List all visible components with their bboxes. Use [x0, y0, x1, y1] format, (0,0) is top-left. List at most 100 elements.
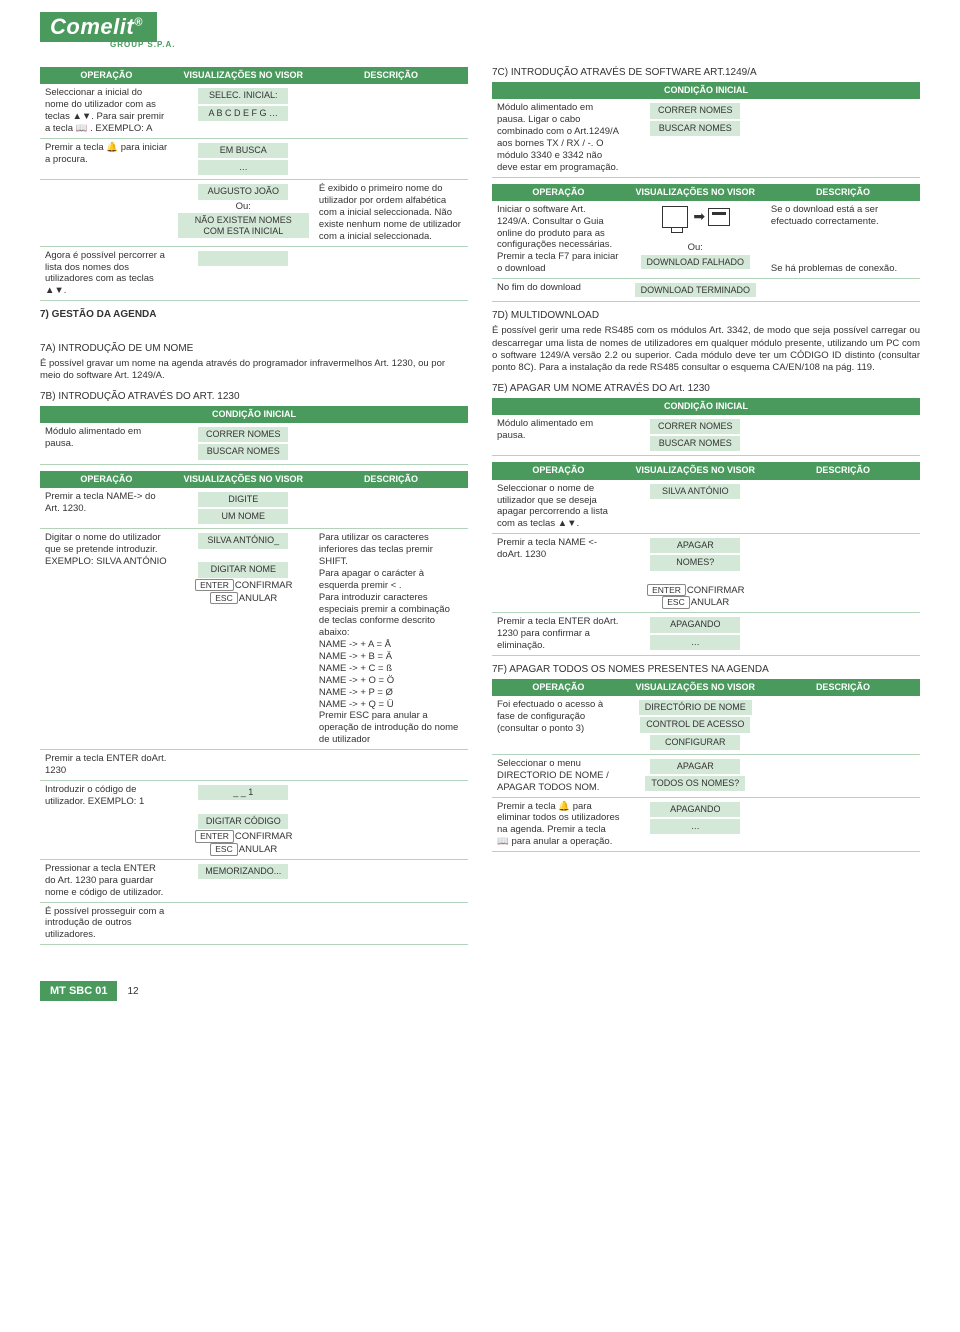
- table-row: Módulo alimentado em pausa. CORRER NOMES…: [492, 415, 920, 456]
- key-enter: ENTER: [195, 579, 234, 592]
- table-header: OPERAÇÃO VISUALIZAÇÕES NO VISOR DESCRIÇÃ…: [40, 471, 468, 488]
- table-row: Premir a tecla NAME-> do Art. 1230. DIGI…: [40, 488, 468, 529]
- left-column: OPERAÇÃO VISUALIZAÇÕES NO VISOR DESCRIÇÃ…: [40, 67, 468, 951]
- display-line: NÃO EXISTEM NOMES COM ESTA INICIAL: [178, 213, 309, 238]
- right-column: 7C) INTRODUÇÃO ATRAVÉS DE SOFTWARE ART.1…: [492, 67, 920, 951]
- table-row: Premir a tecla NAME <- doArt. 1230 APAGA…: [492, 534, 920, 613]
- display-line: APAGAR: [650, 759, 740, 774]
- col-visualizacoes: VISUALIZAÇÕES NO VISOR: [173, 471, 314, 488]
- table-row: Premir a tecla 🔔 para eliminar todos os …: [492, 797, 920, 852]
- display-line: BUSCAR NOMES: [650, 121, 740, 136]
- display-line: APAGAR: [650, 538, 740, 553]
- op-cell: Premir a tecla NAME-> do Art. 1230.: [40, 488, 173, 529]
- op-cell: Premir a tecla 🔔 para iniciar a procura.: [40, 138, 173, 180]
- col-operacao: OPERAÇÃO: [40, 471, 173, 488]
- col-operacao: OPERAÇÃO: [492, 462, 625, 479]
- vis-cell: [173, 246, 314, 301]
- left-table-1: OPERAÇÃO VISUALIZAÇÕES NO VISOR DESCRIÇÃ…: [40, 67, 468, 301]
- desc-cell: [314, 423, 468, 464]
- vis-cell: ➡ Ou: DOWNLOAD FALHADO: [625, 201, 766, 279]
- display-line: UM NOME: [198, 509, 288, 524]
- table-row: Seleccionar a inicial do nome do utiliza…: [40, 84, 468, 138]
- left-condicao-1: CONDIÇÃO INICIAL Módulo alimentado em pa…: [40, 406, 468, 465]
- col-descricao: DESCRIÇÃO: [314, 471, 468, 488]
- display-line: BUSCAR NOMES: [650, 436, 740, 451]
- vis-cell: CORRER NOMES BUSCAR NOMES: [173, 423, 314, 464]
- table-header: OPERAÇÃO VISUALIZAÇÕES NO VISOR DESCRIÇÃ…: [492, 184, 920, 201]
- display-line: [198, 251, 288, 266]
- desc-cell: [314, 138, 468, 180]
- vis-cell: DIGITE UM NOME: [173, 488, 314, 529]
- vis-cell: EM BUSCA …: [173, 138, 314, 180]
- section-7c-title: 7C) INTRODUÇÃO ATRAVÉS DE SOFTWARE ART.1…: [492, 67, 920, 78]
- logo: Comelit®: [40, 12, 157, 42]
- col-operacao: OPERAÇÃO: [492, 679, 625, 696]
- display-line: CONTROL DE ACESSO: [640, 717, 750, 732]
- op-cell: Seleccionar a inicial do nome do utiliza…: [40, 84, 173, 138]
- table-row: Premir a tecla 🔔 para iniciar a procura.…: [40, 138, 468, 180]
- col-descricao: DESCRIÇÃO: [766, 462, 920, 479]
- display-line: CONFIGURAR: [650, 735, 740, 750]
- vis-cell: APAGAR TODOS OS NOMES?: [625, 754, 766, 797]
- display-line: APAGANDO: [650, 802, 740, 817]
- key-label: ANULAR: [239, 593, 278, 604]
- desc-cell: [766, 279, 920, 302]
- section-7e-title: 7E) APAGAR UM NOME ATRAVÉS DO Art. 1230: [492, 383, 920, 394]
- cond-label: CONDIÇÃO INICIAL: [492, 82, 920, 99]
- vis-cell: CORRER NOMES BUSCAR NOMES: [625, 99, 766, 177]
- display-line: DOWNLOAD FALHADO: [641, 255, 751, 269]
- right-table-2: OPERAÇÃO VISUALIZAÇÕES NO VISOR DESCRIÇÃ…: [492, 462, 920, 656]
- vis-cell: _ _ 1 DIGITAR CÓDIGO ENTERCONFIRMAR ESCA…: [173, 780, 314, 859]
- col-operacao: OPERAÇÃO: [40, 67, 173, 84]
- section-7b-title: 7B) INTRODUÇÃO ATRAVÉS DO ART. 1230: [40, 391, 468, 402]
- table-row: Foi efectuado o acesso à fase de configu…: [492, 696, 920, 754]
- key-label: CONFIRMAR: [235, 580, 293, 591]
- or-label: Ou:: [236, 201, 251, 212]
- op-cell: Pressionar a tecla ENTER do Art. 1230 pa…: [40, 859, 173, 902]
- cond-label: CONDIÇÃO INICIAL: [492, 398, 920, 415]
- display-line: CORRER NOMES: [650, 103, 740, 118]
- vis-cell: AUGUSTO JOÃO Ou: NÃO EXISTEM NOMES COM E…: [173, 180, 314, 246]
- table-row: Módulo alimentado em pausa. CORRER NOMES…: [40, 423, 468, 464]
- section-7a-text: É possível gravar um nome na agenda atra…: [40, 358, 468, 383]
- section-7-title: 7) GESTÃO DA AGENDA: [40, 309, 468, 320]
- desc-cell: [766, 754, 920, 797]
- table-row: Agora é possível percorrer a lista dos n…: [40, 246, 468, 301]
- col-visualizacoes: VISUALIZAÇÕES NO VISOR: [173, 67, 314, 84]
- vis-cell: SILVA ANTÓNIO_ DIGITAR NOME ENTERCONFIRM…: [173, 529, 314, 750]
- op-cell: No fim do download: [492, 279, 625, 302]
- op-cell: Premir a tecla 🔔 para eliminar todos os …: [492, 797, 625, 852]
- page-number: 12: [127, 986, 138, 997]
- left-table-2: OPERAÇÃO VISUALIZAÇÕES NO VISOR DESCRIÇÃ…: [40, 471, 468, 946]
- table-row: Seleccionar o menu DIRECTORIO DE NOME / …: [492, 754, 920, 797]
- desc-cell: [314, 780, 468, 859]
- table-row: Iniciar o software Art. 1249/A. Consulta…: [492, 201, 920, 279]
- display-line: EM BUSCA: [198, 143, 288, 158]
- display-line: AUGUSTO JOÃO: [198, 184, 288, 199]
- display-line: CORRER NOMES: [198, 427, 288, 442]
- table-row: Premir a tecla ENTER doArt. 1230 para co…: [492, 613, 920, 656]
- op-cell: Módulo alimentado em pausa.: [40, 423, 173, 464]
- page: Comelit® GROUP S.P.A. OPERAÇÃO VISUALIZA…: [0, 0, 960, 1021]
- vis-cell: [173, 902, 314, 945]
- op-cell: É possível prosseguir com a introdução d…: [40, 902, 173, 945]
- desc-cell: [314, 902, 468, 945]
- display-line: NOMES?: [650, 555, 740, 570]
- key-label: CONFIRMAR: [235, 831, 293, 842]
- vis-cell: APAGANDO …: [625, 797, 766, 852]
- table-header: OPERAÇÃO VISUALIZAÇÕES NO VISOR DESCRIÇÃ…: [40, 67, 468, 84]
- table-header: OPERAÇÃO VISUALIZAÇÕES NO VISOR DESCRIÇÃ…: [492, 462, 920, 479]
- desc-cell: [766, 797, 920, 852]
- brand-name: Comelit: [50, 14, 134, 39]
- arrow-icon: ➡: [693, 208, 705, 224]
- op-cell: Foi efectuado o acesso à fase de configu…: [492, 696, 625, 754]
- desc-cell: [314, 84, 468, 138]
- key-esc: ESC: [210, 843, 237, 856]
- desc-cell: [766, 415, 920, 456]
- table-row: Módulo alimentado em pausa. Ligar o cabo…: [492, 99, 920, 177]
- section-7d-title: 7D) MULTIDOWNLOAD: [492, 310, 920, 321]
- op-cell: Premir a tecla ENTER doArt. 1230: [40, 750, 173, 781]
- desc-cell: Se o download está a ser efectuado corre…: [766, 201, 920, 279]
- vis-cell: CORRER NOMES BUSCAR NOMES: [625, 415, 766, 456]
- table-row: AUGUSTO JOÃO Ou: NÃO EXISTEM NOMES COM E…: [40, 180, 468, 246]
